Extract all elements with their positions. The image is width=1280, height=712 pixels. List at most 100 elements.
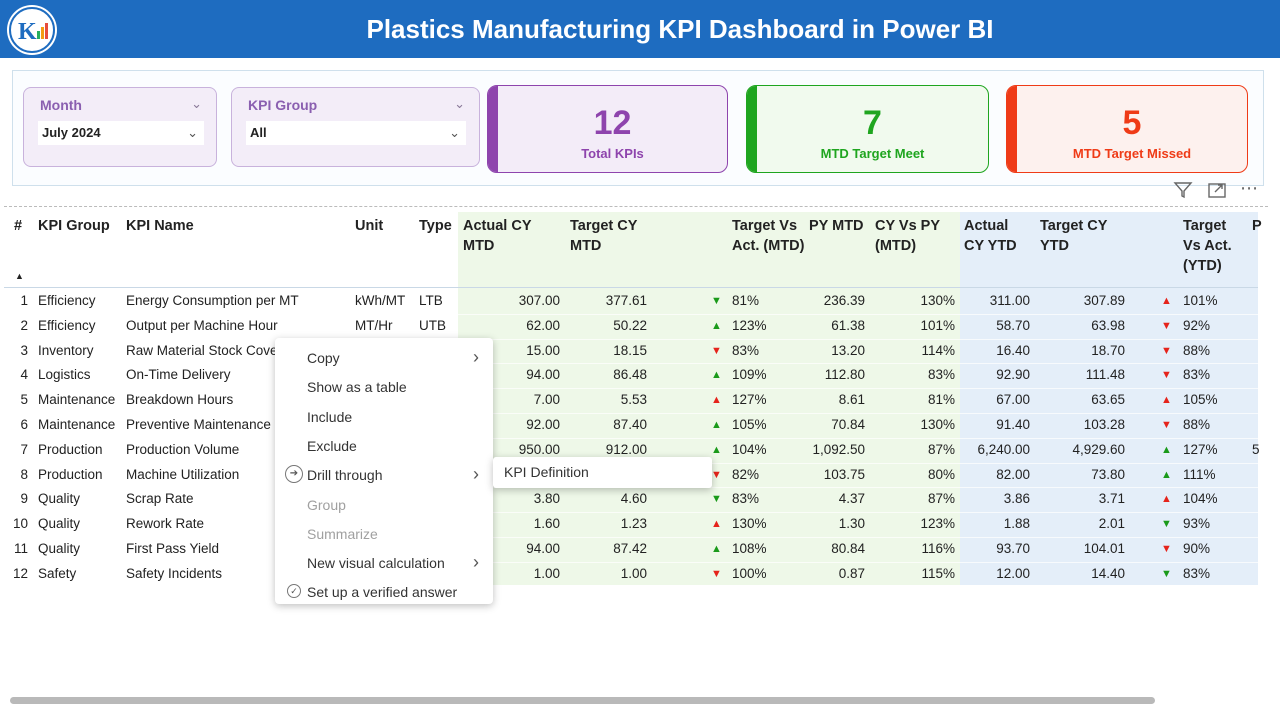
menu-item-label: Drill through <box>307 467 383 484</box>
table-cell: Breakdown Hours <box>126 392 234 408</box>
table-cell: kWh/MT <box>355 293 406 308</box>
table-cell: UTB <box>419 317 446 333</box>
table-cell: 82% <box>732 466 760 482</box>
column-header[interactable]: Actual CY YTD <box>964 218 1017 254</box>
slicer-chevron[interactable]: ⌄ <box>191 96 202 111</box>
table-cell: 377.61 <box>605 293 647 308</box>
status-arrow: ▲ <box>1161 443 1172 456</box>
status-arrow: ▲ <box>1161 295 1172 307</box>
column-header[interactable]: Target CY YTD <box>1040 218 1108 254</box>
column-header[interactable]: Target Vs Act. (MTD) <box>732 218 805 254</box>
menu-item[interactable]: Drill through › ➔ <box>275 461 493 490</box>
kpi-group-slicer[interactable]: KPI Group ⌄ All ⌄ <box>231 87 480 167</box>
card-label: MTD Target Meet <box>820 146 925 161</box>
table-cell: 4.37 <box>838 491 865 507</box>
menu-item[interactable]: New visual calculation › <box>275 549 493 578</box>
table-cell: Rework Rate <box>126 516 205 532</box>
menu-item-label: Include <box>307 408 353 425</box>
column-header[interactable]: KPI Name <box>126 218 194 234</box>
table-cell: 116% <box>921 541 955 556</box>
drill-submenu: KPI Definition <box>493 457 712 488</box>
focus-mode-icon[interactable] <box>1207 180 1227 205</box>
column-header[interactable]: Unit <box>355 218 384 234</box>
menu-item-label: Summarize <box>307 525 378 542</box>
horizontal-scrollbar[interactable] <box>10 697 1155 704</box>
focus-glyph <box>1208 183 1226 198</box>
table-cell: 81% <box>927 392 955 408</box>
table-cell: 103.75 <box>823 466 865 482</box>
table-cell: Production Volume <box>126 441 240 457</box>
menu-item: Group <box>275 491 493 520</box>
logo-icon: K <box>9 7 55 53</box>
status-arrow: ▼ <box>711 567 722 580</box>
column-header[interactable]: Actual CY MTD <box>463 218 532 254</box>
card-value: 12 <box>593 104 632 142</box>
slicer-chevron[interactable]: ⌄ <box>454 96 465 111</box>
table-cell: 5.53 <box>620 392 647 408</box>
table-cell: Production <box>38 441 103 457</box>
table-cell: Inventory <box>38 342 94 358</box>
table-cell: 15.00 <box>526 342 560 358</box>
table-cell: 3.71 <box>1098 491 1125 507</box>
menu-item-label: Show as a table <box>307 379 407 396</box>
row-divider <box>458 586 1258 588</box>
filter-icon[interactable] <box>1173 180 1193 205</box>
slicer-dropdown[interactable]: July 2024 ⌄ <box>38 121 204 145</box>
table-cell: 10 <box>12 516 28 532</box>
row-divider <box>458 512 1258 514</box>
column-header[interactable]: CY Vs PY (MTD) <box>875 218 940 254</box>
column-header[interactable]: # <box>14 218 23 234</box>
menu-item[interactable]: Show as a table <box>275 373 493 402</box>
status-arrow: ▼ <box>711 344 722 357</box>
table-cell: 4,929.60 <box>1072 441 1125 457</box>
status-arrow: ▲ <box>711 443 722 456</box>
table-cell: Safety Incidents <box>126 565 223 581</box>
status-arrow: ▼ <box>1161 518 1172 531</box>
menu-item[interactable]: Include <box>275 403 493 432</box>
table-cell: Maintenance <box>38 417 116 432</box>
table-cell: Machine Utilization <box>126 466 240 482</box>
row-divider <box>458 413 1258 414</box>
column-header[interactable]: KPI Group <box>38 218 110 234</box>
row-divider <box>458 437 1258 439</box>
month-slicer[interactable]: Month ⌄ July 2024 ⌄ <box>23 87 217 167</box>
more-options[interactable]: ⋯ <box>1240 178 1258 198</box>
table-cell: 4.60 <box>620 491 647 507</box>
slicer-dropdown[interactable]: All ⌄ <box>246 121 466 145</box>
table-cell: Efficiency <box>38 293 96 308</box>
status-arrow: ▼ <box>711 468 722 481</box>
table-cell: 50.22 <box>613 317 647 333</box>
column-header[interactable]: Target CY MTD <box>570 218 638 254</box>
table-cell: 93.70 <box>996 541 1030 556</box>
menu-item[interactable]: Set up a verified answer ✓ <box>275 578 493 607</box>
table-cell: 101% <box>1183 293 1218 308</box>
column-header[interactable]: P <box>1252 218 1262 234</box>
row-divider <box>458 537 1258 538</box>
table-cell: 70.84 <box>831 417 865 432</box>
table-cell: 87.42 <box>613 541 647 556</box>
logo: K <box>7 5 57 55</box>
table-cell: 127% <box>1183 441 1218 457</box>
kpi-card: 12 Total KPIs <box>487 85 728 173</box>
submenu-item[interactable]: KPI Definition <box>504 464 589 480</box>
menu-item[interactable]: Exclude <box>275 432 493 461</box>
status-arrow: ▲ <box>711 419 722 431</box>
status-arrow: ▼ <box>711 493 722 506</box>
card-value: 5 <box>1122 104 1142 142</box>
table-cell: 81% <box>732 293 760 308</box>
menu-item[interactable]: Copy › <box>275 344 493 373</box>
table-cell: 9 <box>20 491 28 507</box>
table-cell: Energy Consumption per MT <box>126 293 299 308</box>
table-cell: 307.89 <box>1083 293 1125 308</box>
table-cell: 104% <box>1183 491 1218 507</box>
status-arrow: ▼ <box>1161 419 1172 431</box>
table-cell: 13.20 <box>831 342 865 358</box>
table-cell: 104.01 <box>1083 541 1125 556</box>
table-cell: 11 <box>13 541 28 556</box>
column-header[interactable]: Type <box>419 218 452 234</box>
column-header[interactable]: PY MTD <box>809 218 864 234</box>
column-header[interactable]: Target Vs Act. (YTD) <box>1183 218 1232 274</box>
menu-item-label: Copy <box>307 350 340 366</box>
table-cell: 83% <box>732 491 760 507</box>
row-divider <box>458 487 1258 489</box>
